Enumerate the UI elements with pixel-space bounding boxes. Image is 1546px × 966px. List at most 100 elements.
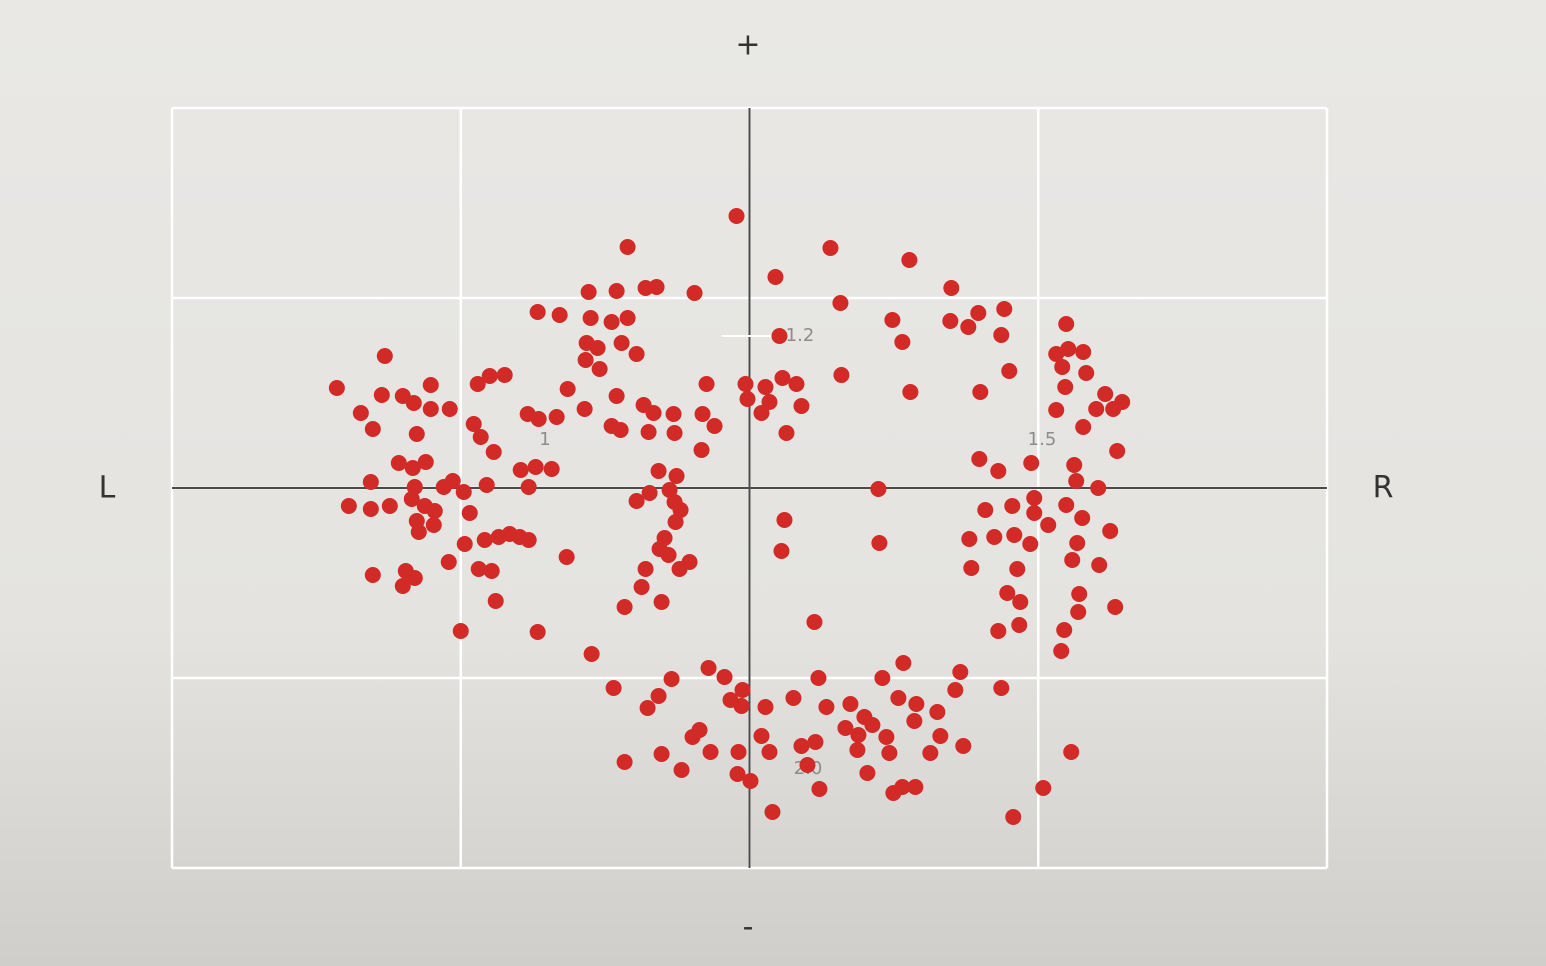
point (907, 779, 924, 795)
point (773, 543, 790, 559)
point (1060, 341, 1077, 357)
point (1074, 510, 1091, 526)
point (961, 531, 978, 547)
point (1056, 622, 1073, 638)
point (767, 269, 784, 285)
point (788, 376, 805, 392)
point (806, 614, 823, 630)
point (543, 461, 560, 477)
point (660, 547, 677, 563)
point (426, 503, 443, 519)
point (1001, 363, 1018, 379)
point (942, 313, 959, 329)
point (702, 744, 719, 760)
point (1109, 443, 1126, 459)
point (901, 252, 918, 268)
point (476, 532, 493, 548)
point (952, 664, 969, 680)
annotation: 1 (539, 429, 550, 450)
point (576, 401, 593, 417)
point (1009, 561, 1026, 577)
point (993, 327, 1010, 343)
axis-label-top: + (735, 28, 760, 63)
point (619, 239, 636, 255)
point (653, 746, 670, 762)
point (406, 570, 423, 586)
point (1088, 401, 1105, 417)
point (362, 501, 379, 517)
point (729, 766, 746, 782)
point (1048, 402, 1065, 418)
point (1058, 497, 1075, 513)
point (963, 560, 980, 576)
point (929, 704, 946, 720)
annotation: 1.5 (1028, 429, 1057, 450)
point (1035, 780, 1052, 796)
point (667, 514, 684, 530)
point (637, 561, 654, 577)
point (613, 335, 630, 351)
point (470, 561, 487, 577)
point (406, 479, 423, 495)
point (807, 734, 824, 750)
point (444, 473, 461, 489)
point (799, 757, 816, 773)
point (668, 468, 685, 484)
point (645, 405, 662, 421)
point (648, 279, 665, 295)
point (1105, 401, 1122, 417)
point (373, 387, 390, 403)
point (483, 563, 500, 579)
point (1048, 346, 1065, 362)
point (871, 535, 888, 551)
point (530, 411, 547, 427)
points (328, 208, 1131, 825)
point (884, 312, 901, 328)
point (591, 361, 608, 377)
point (1090, 480, 1107, 496)
point (739, 391, 756, 407)
point (832, 295, 849, 311)
point (672, 502, 689, 518)
point (686, 285, 703, 301)
axis-label-left: L (99, 471, 116, 506)
point (362, 474, 379, 490)
point (641, 485, 658, 501)
point (822, 240, 839, 256)
point (455, 484, 472, 500)
point (993, 680, 1010, 696)
point (640, 424, 657, 440)
point (417, 454, 434, 470)
point (1068, 473, 1085, 489)
point (870, 481, 887, 497)
point (1054, 359, 1071, 375)
point (1107, 599, 1124, 615)
point (582, 310, 599, 326)
point (785, 690, 802, 706)
point (894, 779, 911, 795)
point (496, 367, 513, 383)
point (1023, 455, 1040, 471)
point (512, 462, 529, 478)
point (878, 729, 895, 745)
point (608, 388, 625, 404)
point (793, 398, 810, 414)
point (753, 405, 770, 421)
point (580, 284, 597, 300)
point (352, 405, 369, 421)
point (1069, 535, 1086, 551)
point (558, 549, 575, 565)
point (706, 418, 723, 434)
point (628, 493, 645, 509)
point (970, 305, 987, 321)
point (694, 406, 711, 422)
point (778, 425, 795, 441)
point (895, 655, 912, 671)
point (465, 416, 482, 432)
point (728, 208, 745, 224)
point (1102, 523, 1119, 539)
point (452, 623, 469, 639)
point (577, 352, 594, 368)
point (849, 742, 866, 758)
